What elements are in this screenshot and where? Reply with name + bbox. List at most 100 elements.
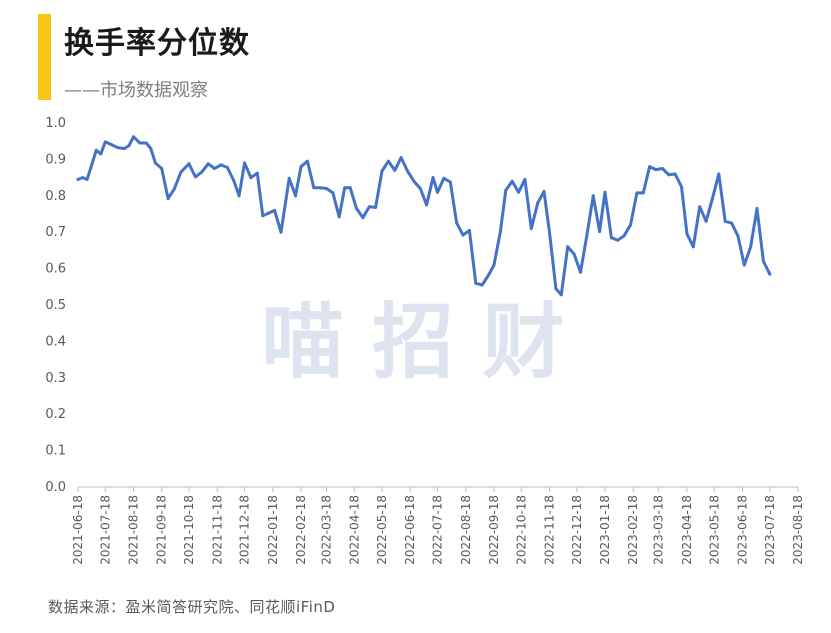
- data-point: [498, 230, 502, 233]
- data-point: [127, 144, 131, 148]
- data-point: [474, 281, 478, 285]
- data-point: [768, 272, 772, 276]
- data-point: [736, 234, 740, 238]
- data-point: [529, 227, 533, 231]
- data-point: [559, 293, 563, 297]
- series-group: [76, 135, 772, 297]
- data-point: [213, 167, 216, 170]
- data-point: [691, 245, 695, 249]
- data-point: [393, 168, 397, 172]
- data-point: [206, 162, 210, 166]
- data-point: [237, 194, 241, 198]
- data-point: [629, 223, 632, 227]
- title-accent-bar: [38, 14, 51, 100]
- data-point: [386, 159, 390, 163]
- data-point: [160, 167, 164, 170]
- x-tick-label: 2023-07-18: [763, 495, 777, 565]
- y-tick-label: 0.1: [45, 444, 66, 459]
- data-point: [536, 201, 540, 205]
- data-point: [305, 159, 309, 163]
- data-point: [116, 146, 120, 150]
- y-tick-label: 0.3: [45, 371, 66, 386]
- data-point: [492, 263, 496, 267]
- watermark-text: 喵 招 财: [261, 295, 564, 390]
- y-tick-label: 0.4: [45, 334, 66, 349]
- data-point: [273, 208, 277, 212]
- data-point: [425, 203, 429, 207]
- data-point: [598, 230, 602, 233]
- data-point: [685, 232, 689, 236]
- data-point: [704, 219, 708, 223]
- data-point: [616, 238, 620, 242]
- data-point: [654, 168, 658, 172]
- x-tick-label: 2022-07-18: [431, 495, 445, 565]
- data-point: [510, 179, 514, 183]
- y-tick-label: 0.0: [45, 480, 66, 495]
- x-tick-label: 2021-12-18: [238, 495, 252, 565]
- data-point: [149, 147, 153, 150]
- x-tick-label: 2021-06-18: [71, 495, 85, 565]
- data-point: [680, 185, 683, 189]
- data-point: [761, 259, 765, 263]
- data-point: [591, 194, 595, 198]
- data-point: [179, 170, 183, 174]
- data-point: [261, 214, 265, 218]
- data-point: [343, 186, 347, 190]
- data-point: [99, 152, 103, 156]
- data-point: [572, 252, 576, 256]
- data-point: [138, 141, 142, 145]
- data-point: [294, 194, 297, 198]
- data-point: [312, 186, 316, 190]
- data-point: [603, 190, 607, 194]
- data-point: [673, 172, 677, 176]
- data-point: [249, 176, 253, 180]
- data-point: [487, 273, 490, 277]
- x-tick-label: 2022-10-18: [514, 495, 528, 565]
- x-tick-label: 2023-08-18: [791, 495, 805, 565]
- x-tick-label: 2022-03-18: [319, 495, 333, 565]
- data-point: [622, 234, 626, 238]
- data-point: [76, 177, 80, 181]
- data-point: [367, 205, 371, 209]
- y-tick-label: 0.7: [45, 225, 66, 240]
- x-tick-label: 2023-05-18: [707, 495, 721, 565]
- data-point: [755, 207, 759, 210]
- data-point: [243, 161, 247, 165]
- y-tick-label: 0.2: [45, 407, 66, 422]
- data-point: [193, 175, 197, 179]
- data-point: [173, 187, 176, 190]
- data-point: [219, 163, 223, 167]
- data-point: [232, 179, 236, 182]
- x-tick-label: 2021-10-18: [182, 495, 196, 565]
- data-point: [667, 173, 671, 177]
- data-point: [554, 287, 558, 291]
- x-tick-label: 2021-09-18: [155, 495, 169, 565]
- data-point: [542, 189, 546, 193]
- data-point: [325, 187, 328, 190]
- data-point: [85, 177, 89, 181]
- y-tick-label: 0.9: [45, 152, 66, 167]
- data-point: [517, 190, 521, 194]
- data-point: [90, 163, 94, 167]
- data-point: [698, 205, 702, 209]
- data-point: [122, 147, 126, 150]
- y-tick-label: 1.0: [45, 116, 66, 131]
- data-point: [742, 263, 746, 267]
- series-line: [76, 135, 772, 297]
- y-tick-label: 0.5: [45, 298, 66, 313]
- x-tick-label: 2022-11-18: [543, 495, 557, 565]
- data-point: [110, 143, 114, 147]
- data-point: [279, 230, 283, 234]
- data-point: [461, 233, 465, 237]
- x-tick-label: 2022-02-18: [294, 495, 308, 565]
- data-point: [166, 197, 170, 201]
- x-tick-label: 2023-04-18: [680, 495, 694, 565]
- data-point: [635, 191, 639, 195]
- data-point: [337, 215, 341, 219]
- data-point: [717, 172, 721, 176]
- data-point: [442, 176, 446, 180]
- data-point: [648, 165, 652, 169]
- data-point: [380, 169, 384, 173]
- data-point: [412, 179, 416, 183]
- y-axis: 0.0 0.1 0.2 0.3 0.4 0.5 0.6 0.7 0.8 0.9 1.0: [45, 116, 66, 495]
